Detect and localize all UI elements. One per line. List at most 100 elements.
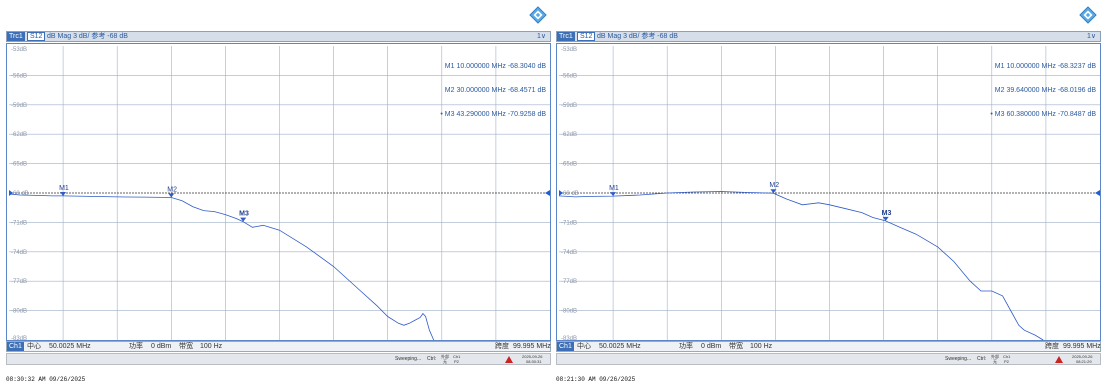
marker-row-active: • M3 43.290000 MHz -70.9258 dB xyxy=(440,111,546,118)
rs-logo-icon xyxy=(529,6,547,24)
trace-format: dB Mag 3 dB/ 参考 -68 dB xyxy=(597,33,678,40)
trace-plot[interactable]: -53dB -56dB -59dB -62dB -65dB -68 dB -71dB -74d… xyxy=(6,43,552,342)
y-tick-label: -65dB xyxy=(561,162,577,168)
y-tick-label: -68 dB xyxy=(561,191,579,197)
trace-chart[interactable]: -53dB -56dB -59dB -62dB -65dB -68 dB -71dB -74d… xyxy=(557,44,1101,342)
s-parameter-tag[interactable]: S12 xyxy=(27,32,46,41)
date-label: 2025-09-26 xyxy=(1072,354,1093,359)
y-tick-label: -59dB xyxy=(11,103,27,109)
power-value[interactable]: 0 dBm xyxy=(151,343,172,350)
marker-row-active: • M3 60.380000 MHz -70.8487 dB xyxy=(990,111,1096,118)
trace-chart[interactable]: -53dB -56dB -59dB -62dB -65dB -68 dB -71dB -74d… xyxy=(7,44,552,342)
marker-triangle-icon xyxy=(168,193,175,198)
marker-row: M1 10.000000 MHz -68.3237 dB xyxy=(994,63,1096,70)
y-tick-label: -62dB xyxy=(561,132,577,138)
trace-tag[interactable]: Trc1 xyxy=(7,32,25,41)
power-label: 功率 xyxy=(129,343,143,350)
center-frequency[interactable]: 50.0025 MHz xyxy=(49,343,91,350)
marker-readout: M1 10.000000 MHz -68.3040 dB M2 30.00000… xyxy=(440,47,546,135)
channel-bar[interactable]: Ch1 中心 50.0025 MHz 功率 0 dBm 带宽 100 Hz 跨度… xyxy=(6,341,551,352)
y-tick-label: -53dB xyxy=(561,47,577,53)
trace-tag[interactable]: Trc1 xyxy=(557,32,575,41)
reference-arrow-icon xyxy=(1095,190,1100,196)
marker-triangle-icon xyxy=(60,191,67,196)
s-parameter-tag[interactable]: S12 xyxy=(577,32,596,41)
marker-row: M2 39.640000 MHz -68.0196 dB xyxy=(994,87,1096,94)
bandwidth-value[interactable]: 100 Hz xyxy=(750,343,773,350)
span-label: 跨度 xyxy=(1045,343,1059,350)
warning-icon[interactable] xyxy=(1055,356,1063,363)
ctrl-label: Ctrl: xyxy=(427,356,437,362)
y-tick-label: -68 dB xyxy=(11,191,29,197)
reference-arrow-left-icon xyxy=(559,190,563,196)
marker-triangle-icon xyxy=(610,192,617,197)
y-tick-label: -53dB xyxy=(11,47,27,53)
y-tick-label: -71dB xyxy=(561,220,577,226)
rs-logo-icon xyxy=(1079,6,1097,24)
ctrl-label: Ctrl: xyxy=(977,356,987,362)
y-tick-label: -56dB xyxy=(561,73,577,79)
span-label: 跨度 xyxy=(495,343,509,350)
channel-top: Ch1 xyxy=(1003,354,1011,359)
y-tick-label: -77dB xyxy=(11,279,27,285)
trace-info-bar[interactable]: Trc1 S12 dB Mag 3 dB/ 参考 -68 dB 1∨ xyxy=(6,31,551,42)
reference-arrow-left-icon xyxy=(9,190,13,196)
warning-icon[interactable] xyxy=(505,356,513,363)
trace-menu-dropdown[interactable]: 1∨ xyxy=(1086,33,1096,40)
y-tick-label: -83dB xyxy=(561,336,577,342)
capture-timestamp: 08:21:30 AM 09/26/2025 xyxy=(556,376,636,383)
marker-label: M2 xyxy=(769,182,779,189)
y-tick-label: -71dB xyxy=(11,220,27,226)
bandwidth-label: 带宽 xyxy=(729,343,743,350)
ext-bottom: 无 xyxy=(993,359,997,364)
center-frequency[interactable]: 50.0025 MHz xyxy=(599,343,641,350)
time-label: 08:21:29 xyxy=(1076,359,1092,364)
channel-tag[interactable]: Ch1 xyxy=(7,342,24,351)
status-bar: Sweeping... Ctrl: 外部 无 Ch1 P2 2025-09-26… xyxy=(6,353,551,365)
marker-label: M1 xyxy=(59,185,69,192)
power-value[interactable]: 0 dBm xyxy=(701,343,722,350)
trace-format: dB Mag 3 dB/ 参考 -68 dB xyxy=(47,33,128,40)
bandwidth-value[interactable]: 100 Hz xyxy=(200,343,223,350)
y-tick-label: -80dB xyxy=(561,309,577,315)
ext-top: 外部 xyxy=(991,354,999,359)
left-analyzer-panel: Trc1 S12 dB Mag 3 dB/ 参考 -68 dB 1∨ -53dB… xyxy=(6,0,551,386)
center-label: 中心 xyxy=(27,343,41,350)
marker-row: M1 10.000000 MHz -68.3040 dB xyxy=(444,63,546,70)
y-tick-label: -77dB xyxy=(561,279,577,285)
ext-bottom: 无 xyxy=(443,359,447,364)
center-label: 中心 xyxy=(577,343,591,350)
trace-plot[interactable]: -53dB -56dB -59dB -62dB -65dB -68 dB -71dB -74d… xyxy=(556,43,1101,342)
marker-label: M3 xyxy=(239,211,249,218)
trace-info-bar[interactable]: Trc1 S12 dB Mag 3 dB/ 参考 -68 dB 1∨ xyxy=(556,31,1101,42)
y-tick-label: -74dB xyxy=(561,250,577,256)
time-label: 08:30:31 xyxy=(526,359,542,364)
trace-menu-dropdown[interactable]: 1∨ xyxy=(536,33,546,40)
y-tick-label: -83dB xyxy=(11,336,27,342)
marker-row: M2 30.000000 MHz -68.4571 dB xyxy=(444,87,546,94)
date-label: 2025-09-26 xyxy=(522,354,543,359)
sweep-status: Sweeping... xyxy=(395,356,422,362)
y-tick-label: -65dB xyxy=(11,162,27,168)
channel-bottom: P2 xyxy=(1004,359,1009,364)
marker-label: M2 xyxy=(167,186,177,193)
trace-line xyxy=(558,191,1044,341)
sweep-status: Sweeping... xyxy=(945,356,972,362)
channel-bar[interactable]: Ch1 中心 50.0025 MHz 功率 0 dBm 带宽 100 Hz 跨度… xyxy=(556,341,1101,352)
marker-label: M3 xyxy=(882,210,892,217)
span-value[interactable]: 99.995 MHz xyxy=(1063,343,1101,350)
y-tick-label: -74dB xyxy=(11,250,27,256)
power-label: 功率 xyxy=(679,343,693,350)
y-tick-label: -59dB xyxy=(561,103,577,109)
ext-top: 外部 xyxy=(441,354,449,359)
marker-triangle-icon xyxy=(240,217,247,222)
capture-timestamp: 08:30:32 AM 09/26/2025 xyxy=(6,376,86,383)
right-analyzer-panel: Trc1 S12 dB Mag 3 dB/ 参考 -68 dB 1∨ -53dB… xyxy=(556,0,1101,386)
marker-triangle-icon xyxy=(882,216,889,221)
trace-line xyxy=(8,193,435,341)
channel-tag[interactable]: Ch1 xyxy=(557,342,574,351)
marker-label: M1 xyxy=(609,185,619,192)
channel-bottom: P2 xyxy=(454,359,459,364)
marker-readout: M1 10.000000 MHz -68.3237 dB M2 39.64000… xyxy=(990,47,1096,135)
span-value[interactable]: 99.995 MHz xyxy=(513,343,551,350)
